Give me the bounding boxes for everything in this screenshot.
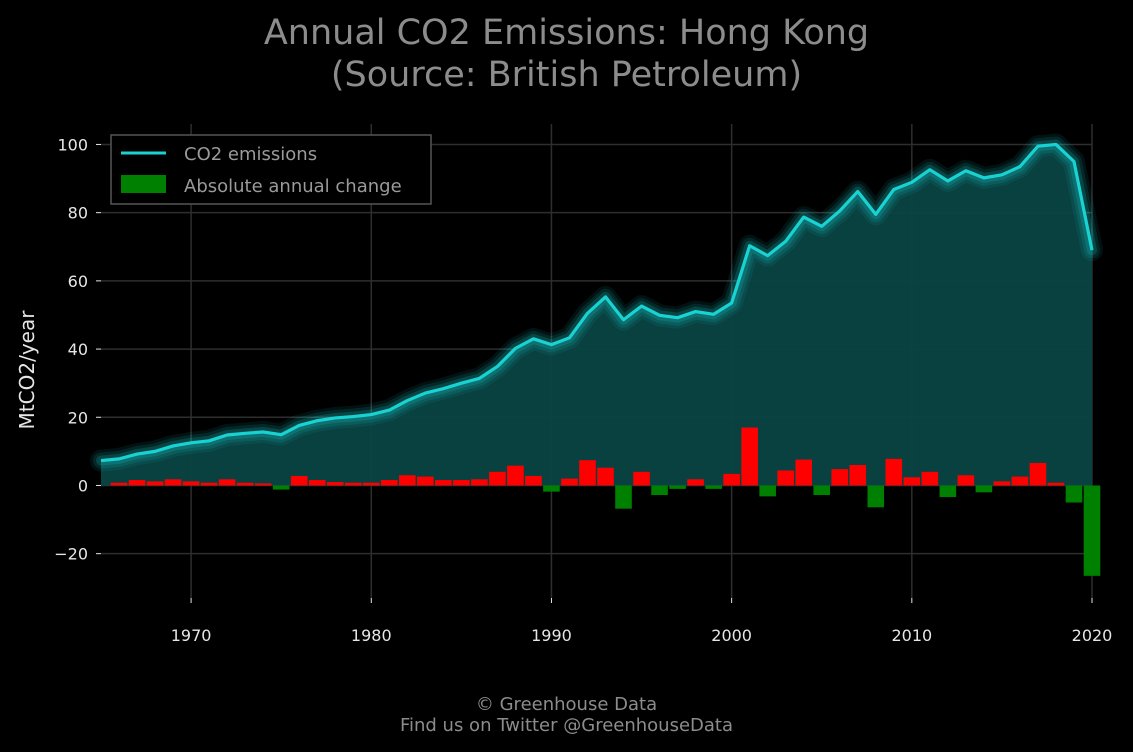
- change-bar: [1011, 476, 1029, 486]
- change-bar: [651, 485, 668, 496]
- change-bar: [795, 459, 812, 486]
- change-bar: [831, 469, 849, 486]
- footer-copyright: © Greenhouse Data: [475, 694, 658, 715]
- change-bar: [615, 485, 632, 509]
- change-bar: [579, 460, 596, 486]
- y-tick-label: 20: [68, 408, 88, 427]
- chart-title-line2: (Source: British Petroleum): [330, 55, 803, 95]
- x-tick-label: 2010: [891, 626, 932, 645]
- change-bar: [308, 480, 326, 486]
- emissions-line-layer: [90, 133, 1103, 472]
- y-tick-label: −20: [54, 545, 88, 564]
- emissions-line: [100, 142, 1094, 463]
- change-bar: [290, 475, 308, 486]
- change-bar: [507, 465, 524, 486]
- change-bar: [417, 476, 434, 486]
- change-bar: [543, 485, 560, 492]
- emissions-area: [101, 144, 1092, 486]
- change-bar: [1083, 485, 1101, 576]
- change-bar: [741, 427, 758, 486]
- change-bar: [867, 485, 885, 508]
- change-bar: [272, 485, 290, 490]
- change-bar: [525, 475, 542, 486]
- change-bar: [957, 475, 975, 486]
- y-tick-label: 100: [57, 135, 88, 154]
- change-bar: [381, 480, 398, 486]
- emissions-area-fill: [101, 144, 1092, 486]
- change-bar: [399, 475, 416, 486]
- change-bar: [218, 479, 236, 486]
- change-bar: [759, 485, 776, 497]
- change-bar: [128, 480, 146, 486]
- legend-bar-swatch: [121, 175, 166, 193]
- change-bar: [326, 482, 344, 486]
- y-axis-ticks: −20 0 20 40 60 80 100: [54, 135, 101, 564]
- change-bar: [849, 465, 867, 486]
- change-bar: [597, 467, 614, 486]
- change-bar: [705, 485, 722, 489]
- change-bar: [471, 479, 488, 486]
- y-tick-label: 80: [68, 204, 88, 223]
- change-bar: [164, 479, 182, 486]
- legend-label-change: Absolute annual change: [184, 176, 402, 197]
- legend-label-co2: CO2 emissions: [184, 144, 317, 165]
- change-bar: [687, 479, 704, 486]
- x-tick-label: 2020: [1072, 626, 1113, 645]
- x-tick-label: 1970: [171, 626, 212, 645]
- change-bar: [489, 471, 506, 486]
- change-bar: [993, 481, 1011, 486]
- change-bar: [1047, 482, 1065, 486]
- x-axis-ticks: 1970 1980 1990 2000 2010 2020: [171, 598, 1113, 645]
- change-bar: [435, 480, 452, 486]
- change-bar: [903, 477, 921, 486]
- y-tick-label: 60: [68, 272, 88, 291]
- change-bar: [146, 481, 164, 486]
- change-bar: [254, 483, 272, 486]
- change-bar: [669, 485, 686, 489]
- footer-twitter: Find us on Twitter @GreenhouseData: [399, 715, 734, 736]
- y-tick-label: 40: [68, 340, 88, 359]
- legend: CO2 emissions Absolute annual change: [110, 134, 432, 205]
- x-tick-label: 2000: [711, 626, 752, 645]
- change-bar: [236, 482, 254, 486]
- change-bar: [182, 481, 200, 486]
- change-bar: [813, 485, 831, 496]
- y-tick-label: 0: [78, 476, 88, 495]
- change-bar: [362, 482, 380, 486]
- change-bar: [975, 485, 993, 493]
- x-tick-label: 1980: [351, 626, 392, 645]
- change-bar: [1029, 462, 1047, 486]
- change-bar: [344, 482, 362, 486]
- change-bar: [633, 471, 650, 486]
- change-bar: [200, 482, 218, 486]
- annual-change-bars: [110, 427, 1101, 576]
- change-bar: [110, 482, 128, 486]
- change-bar: [1065, 485, 1083, 503]
- change-bar: [921, 471, 939, 486]
- change-bar: [561, 478, 578, 486]
- y-axis-label: MtCO2/year: [15, 310, 39, 430]
- change-bar: [777, 470, 794, 486]
- x-tick-label: 1990: [531, 626, 572, 645]
- change-bar: [939, 485, 957, 498]
- chart-title-line1: Annual CO2 Emissions: Hong Kong: [263, 13, 870, 53]
- change-bar: [723, 473, 740, 486]
- change-bar: [885, 458, 903, 486]
- change-bar: [453, 480, 470, 486]
